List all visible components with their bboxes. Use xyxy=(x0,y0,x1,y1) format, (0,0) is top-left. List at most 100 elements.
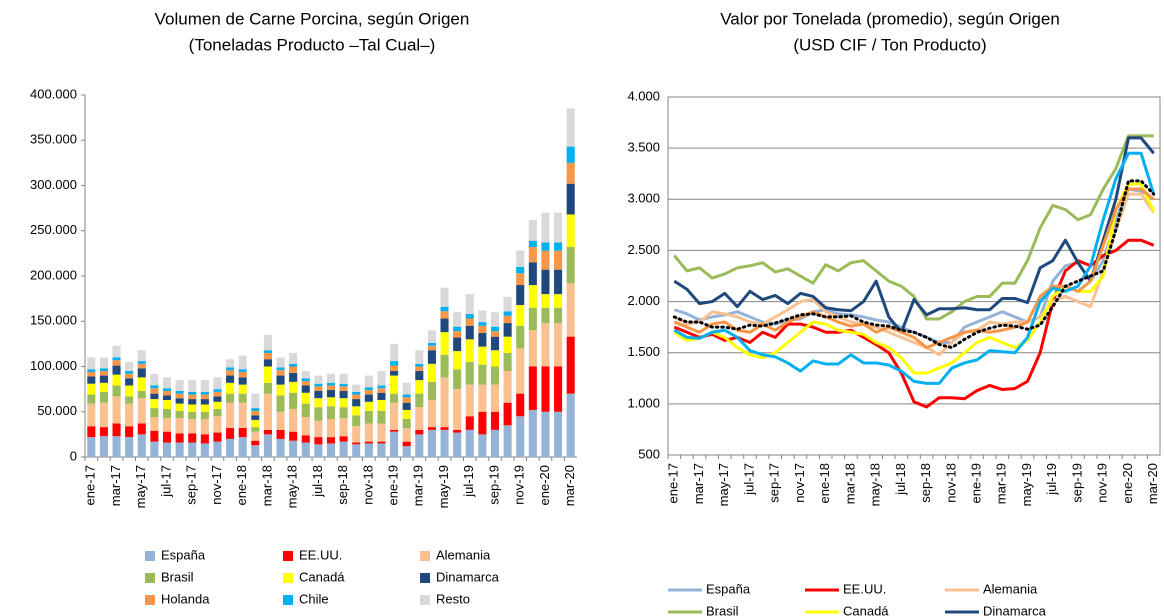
bar-segment xyxy=(377,385,386,389)
bar-segment xyxy=(554,269,563,295)
legend-label: Holanda xyxy=(161,591,210,606)
legend-label: Chile xyxy=(299,591,329,606)
bar-segment xyxy=(478,325,487,334)
bar-segment xyxy=(188,433,197,443)
bar-segment xyxy=(188,442,197,457)
bar-segment xyxy=(162,431,172,443)
bar-segment xyxy=(137,398,146,424)
bar-segment xyxy=(251,440,260,446)
line-series xyxy=(672,179,1156,350)
bar-segment xyxy=(150,388,159,394)
bar-segment xyxy=(150,373,159,386)
bar-segment xyxy=(465,325,474,340)
bar-segment xyxy=(528,330,537,367)
bar-segment xyxy=(566,214,575,248)
bar-segment xyxy=(415,429,424,435)
bar-segment xyxy=(453,369,462,390)
bar-segment xyxy=(162,409,172,419)
bar-segment xyxy=(326,406,336,419)
bar-segment xyxy=(566,108,575,147)
bar-segment xyxy=(503,336,512,353)
bar-segment xyxy=(213,396,222,402)
bar-segment xyxy=(251,408,260,411)
x-tick-label: mar-20 xyxy=(562,465,577,506)
legend-label: EE.UU. xyxy=(843,581,886,596)
x-tick-label: may-17 xyxy=(133,465,148,508)
bar-segment xyxy=(364,394,373,402)
bar-segment xyxy=(503,425,512,457)
line-series xyxy=(673,136,1155,334)
bar-segment xyxy=(226,359,235,368)
x-tick-label: nov-18 xyxy=(360,465,375,505)
bar-segment xyxy=(377,441,386,444)
bar-segment xyxy=(415,366,424,372)
x-tick-label: jul-17 xyxy=(158,465,173,498)
bar-segment xyxy=(289,352,298,364)
x-tick-label: jul-19 xyxy=(461,465,476,498)
bar-segment xyxy=(263,434,272,457)
bar-segment xyxy=(200,418,209,435)
bar-segment xyxy=(314,386,323,391)
bar-segment xyxy=(390,371,399,376)
bar-segment xyxy=(213,409,222,417)
bar-segment xyxy=(516,250,525,267)
bar-segment xyxy=(226,402,235,429)
bar-segment xyxy=(554,411,563,457)
x-tick-label: ene-17 xyxy=(666,463,681,503)
bar-segment xyxy=(112,436,121,457)
x-tick-label: mar-18 xyxy=(259,465,274,506)
x-tick-label: mar-18 xyxy=(842,463,857,504)
legend-swatch xyxy=(145,573,155,583)
bar-segment xyxy=(125,371,134,374)
bar-segment xyxy=(200,399,209,405)
bar-segment xyxy=(99,427,108,437)
bar-segment xyxy=(352,442,361,445)
bar-segment xyxy=(478,384,487,412)
bar-segment xyxy=(99,371,108,376)
line-series xyxy=(673,151,1156,385)
y-tick-label: 400.000 xyxy=(30,86,77,101)
bar-segment xyxy=(87,394,96,404)
bar-segment xyxy=(162,377,172,389)
line-series xyxy=(673,192,1155,357)
bar-segment xyxy=(339,407,348,419)
bar-segment xyxy=(150,393,159,400)
bar-segment xyxy=(213,391,222,397)
bar-segment xyxy=(326,390,336,398)
bar-segment xyxy=(289,431,298,441)
y-tick-label: 200.000 xyxy=(30,267,77,282)
bar-segment xyxy=(528,366,537,410)
bar-segment xyxy=(465,294,474,315)
bar-segment xyxy=(276,411,285,430)
bar-segment xyxy=(137,377,146,391)
bar-segment xyxy=(314,390,323,399)
bar-segment xyxy=(251,419,260,428)
x-tick-label: ene-19 xyxy=(969,463,984,503)
bar-segment xyxy=(188,399,197,405)
bar-segment xyxy=(415,350,424,364)
bar-segment xyxy=(226,370,235,376)
x-tick-label: mar-19 xyxy=(994,463,1009,504)
bar-segment xyxy=(200,394,209,400)
bar-segment xyxy=(490,312,500,327)
bar-segment xyxy=(503,311,512,316)
bar-segment xyxy=(125,378,134,386)
legend-swatch xyxy=(420,595,430,605)
bar-segment xyxy=(112,345,121,358)
x-tick-label: ene-17 xyxy=(83,465,98,505)
x-tick-label: nov-19 xyxy=(1095,463,1110,503)
bar-segment xyxy=(99,368,108,372)
bar-segment xyxy=(150,385,159,389)
bar-segment xyxy=(465,384,474,417)
bar-segment xyxy=(541,212,550,243)
chart-subtitle: (Toneladas Producto –Tal Cual–) xyxy=(189,35,436,54)
bar-segment xyxy=(528,247,537,263)
bar-segment xyxy=(226,428,235,439)
bar-segment xyxy=(364,410,373,424)
bar-segment xyxy=(554,250,563,270)
bar-segment xyxy=(478,322,487,326)
y-tick-label: 2.500 xyxy=(627,242,660,257)
bar-segment xyxy=(226,393,235,403)
bar-segment xyxy=(99,391,108,403)
bar-segment xyxy=(150,399,159,409)
